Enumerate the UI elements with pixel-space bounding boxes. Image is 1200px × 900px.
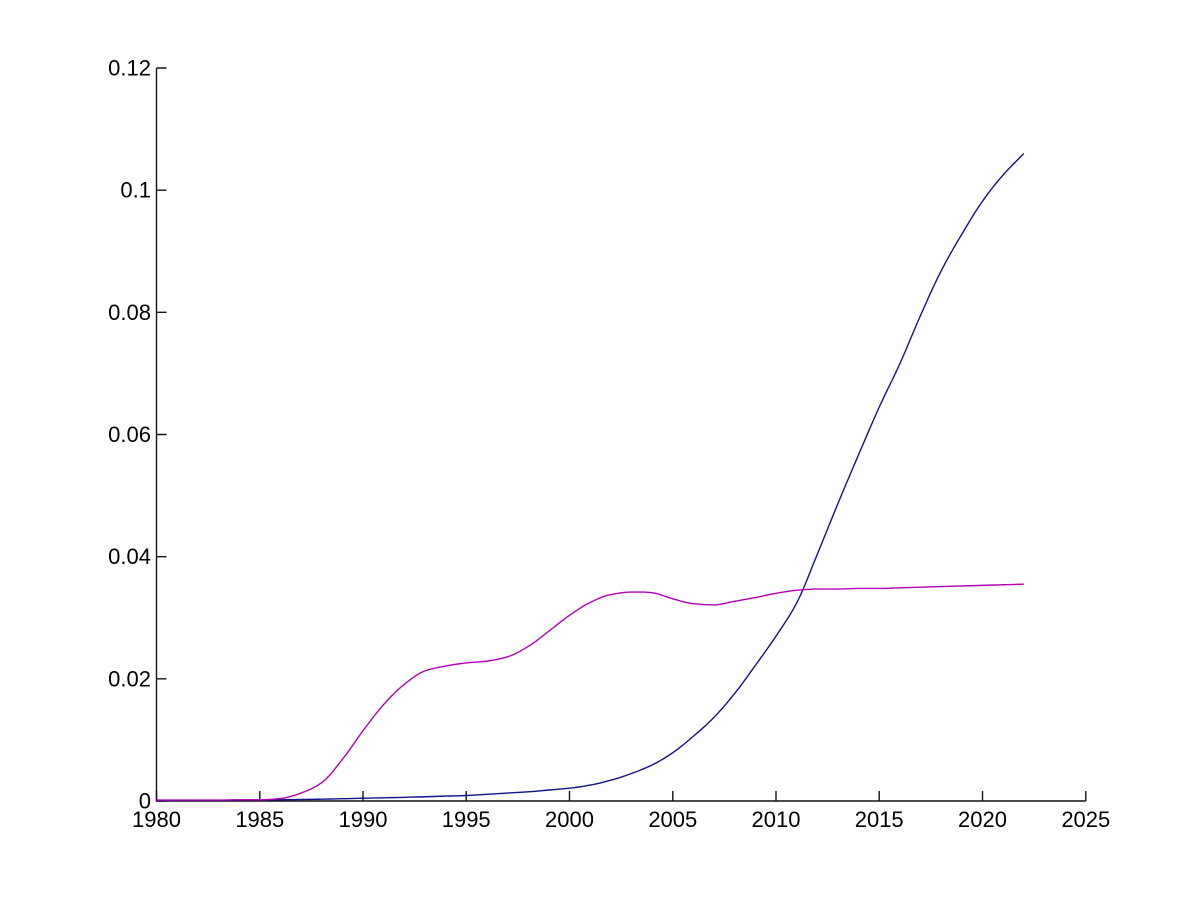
- svg-text:0.12: 0.12: [108, 56, 151, 81]
- svg-text:0.1: 0.1: [120, 178, 151, 203]
- svg-text:2005: 2005: [648, 807, 697, 832]
- svg-text:1990: 1990: [339, 807, 388, 832]
- svg-text:0.08: 0.08: [108, 300, 151, 325]
- svg-text:2010: 2010: [752, 807, 801, 832]
- svg-text:1985: 1985: [235, 807, 284, 832]
- svg-text:0.02: 0.02: [108, 666, 151, 691]
- svg-text:0.04: 0.04: [108, 544, 151, 569]
- svg-text:2015: 2015: [855, 807, 904, 832]
- svg-text:0: 0: [139, 789, 151, 814]
- svg-text:1995: 1995: [442, 807, 491, 832]
- svg-text:2000: 2000: [545, 807, 594, 832]
- svg-text:2020: 2020: [958, 807, 1007, 832]
- svg-text:1980: 1980: [132, 807, 181, 832]
- svg-text:0.06: 0.06: [108, 422, 151, 447]
- svg-text:2025: 2025: [1061, 807, 1110, 832]
